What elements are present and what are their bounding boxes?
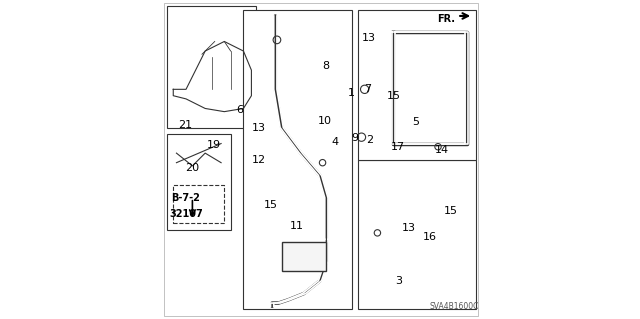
Text: 13: 13 <box>252 123 266 133</box>
Text: FR.: FR. <box>438 14 456 24</box>
Text: 9: 9 <box>351 133 358 143</box>
Text: 16: 16 <box>422 232 436 242</box>
Text: 7: 7 <box>364 84 371 94</box>
Text: SVA4B1600C: SVA4B1600C <box>429 302 479 311</box>
Text: B-7-2: B-7-2 <box>172 193 200 203</box>
Text: 5: 5 <box>412 117 419 127</box>
Text: 15: 15 <box>444 206 458 216</box>
Text: 2: 2 <box>366 135 373 145</box>
Text: 32107: 32107 <box>169 209 203 219</box>
Text: 1: 1 <box>348 87 355 98</box>
Text: 20: 20 <box>185 163 199 174</box>
Text: 11: 11 <box>289 220 303 231</box>
Text: 12: 12 <box>252 155 266 165</box>
FancyBboxPatch shape <box>243 10 352 309</box>
FancyBboxPatch shape <box>167 134 230 230</box>
Text: 10: 10 <box>318 116 332 126</box>
Text: 3: 3 <box>396 276 403 286</box>
FancyBboxPatch shape <box>173 185 224 223</box>
FancyBboxPatch shape <box>358 160 476 309</box>
Text: 13: 13 <box>402 223 416 233</box>
Text: 8: 8 <box>322 61 329 71</box>
Text: 15: 15 <box>387 91 401 101</box>
Text: 13: 13 <box>362 33 376 43</box>
Text: 14: 14 <box>435 145 449 155</box>
Text: 21: 21 <box>178 120 192 130</box>
FancyBboxPatch shape <box>358 10 476 159</box>
Text: 15: 15 <box>264 200 278 210</box>
FancyBboxPatch shape <box>282 242 326 271</box>
FancyBboxPatch shape <box>167 6 256 128</box>
Text: 17: 17 <box>390 142 404 152</box>
Text: 19: 19 <box>207 140 221 150</box>
Text: 4: 4 <box>332 137 339 147</box>
Text: 6: 6 <box>236 105 243 115</box>
FancyBboxPatch shape <box>164 3 478 316</box>
